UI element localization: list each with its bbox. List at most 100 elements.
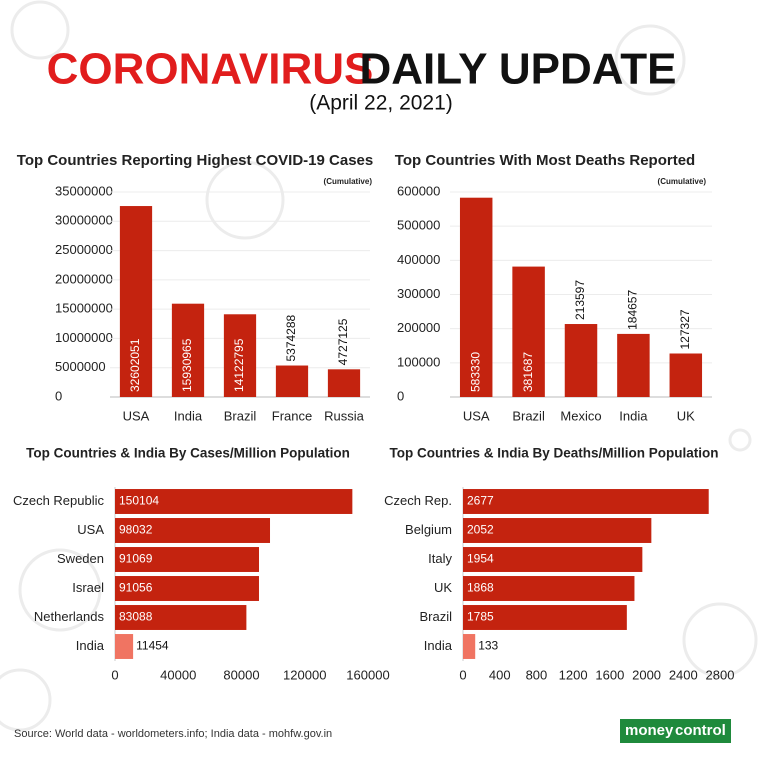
y-tick-label: 25000000: [55, 242, 113, 257]
y-tick-label: Sweden: [57, 551, 104, 566]
y-tick-label: 5000000: [55, 359, 106, 374]
value-label: 133: [478, 639, 498, 653]
bar: [459, 197, 493, 397]
value-label: 15930965: [180, 338, 194, 392]
x-tick-label: France: [272, 408, 312, 423]
x-tick-label: 40000: [160, 667, 196, 682]
title-black: DAILY UPDATE: [359, 45, 676, 94]
bar: [463, 605, 627, 630]
x-tick-label: USA: [123, 408, 150, 423]
y-tick-label: 30000000: [55, 213, 113, 228]
date: (April 22, 2021): [309, 92, 453, 115]
x-tick-label: UK: [677, 408, 695, 423]
bar: [669, 353, 703, 397]
bar: [617, 333, 650, 397]
x-tick-label: India: [619, 408, 648, 423]
value-label: 83088: [119, 610, 153, 624]
chart-title: Top Countries Reporting Highest COVID-19…: [17, 152, 373, 169]
value-label: 1785: [467, 610, 494, 624]
bar: [463, 634, 476, 659]
y-tick-label: Italy: [428, 551, 452, 566]
logo-control: control: [675, 722, 726, 739]
value-label: 91056: [119, 581, 153, 595]
y-tick-label: Czech Republic: [13, 493, 105, 508]
x-tick-label: 0: [111, 667, 118, 682]
x-tick-label: 160000: [346, 667, 389, 682]
value-label: 150104: [119, 494, 159, 508]
bar: [115, 518, 271, 543]
y-tick-label: 35000000: [55, 183, 113, 198]
chart-title: Top Countries & India By Deaths/Million …: [389, 446, 718, 461]
y-tick-label: Czech Rep.: [384, 493, 452, 508]
x-tick-label: 120000: [283, 667, 326, 682]
y-tick-label: 200000: [397, 320, 440, 335]
x-tick-label: 80000: [223, 667, 259, 682]
logo-money: money: [625, 722, 674, 739]
title-red: CORONAVIRUS: [47, 45, 374, 94]
y-tick-label: 0: [397, 388, 404, 403]
x-tick-label: 2400: [669, 667, 698, 682]
x-tick-label: 800: [526, 667, 548, 682]
value-label: 127327: [678, 309, 692, 349]
bar: [115, 547, 260, 572]
bar: [115, 605, 247, 630]
y-tick-label: India: [424, 638, 453, 653]
value-label: 5374288: [284, 314, 298, 361]
x-tick-label: 1200: [559, 667, 588, 682]
value-label: 14122795: [232, 338, 246, 392]
y-tick-label: USA: [77, 522, 104, 537]
y-tick-label: 300000: [397, 286, 440, 301]
x-tick-label: 2000: [632, 667, 661, 682]
bar: [463, 547, 643, 572]
bar: [223, 314, 257, 397]
bar: [119, 206, 153, 397]
y-tick-label: 15000000: [55, 301, 113, 316]
x-tick-label: USA: [463, 408, 490, 423]
y-tick-label: 400000: [397, 252, 440, 267]
y-tick-label: UK: [434, 580, 452, 595]
y-tick-label: 100000: [397, 354, 440, 369]
value-label: 91069: [119, 552, 153, 566]
x-tick-label: 2800: [706, 667, 735, 682]
chart-title: Top Countries With Most Deaths Reported: [395, 152, 695, 169]
chart-note: (Cumulative): [658, 177, 707, 186]
y-tick-label: 20000000: [55, 271, 113, 286]
bar: [512, 266, 545, 397]
bar: [171, 303, 205, 397]
value-label: 213597: [573, 280, 587, 320]
value-label: 2052: [467, 523, 494, 537]
x-tick-label: Russia: [324, 408, 365, 423]
background-decoration: [0, 0, 758, 732]
y-tick-label: Belgium: [405, 522, 452, 537]
y-tick-label: Israel: [72, 580, 104, 595]
y-tick-label: Brazil: [419, 609, 452, 624]
value-label: 1954: [467, 552, 494, 566]
value-label: 11454: [136, 639, 169, 653]
value-label: 2677: [467, 494, 494, 508]
x-tick-label: 1600: [595, 667, 624, 682]
bar: [327, 369, 361, 397]
bar: [115, 634, 134, 659]
bar: [115, 489, 353, 514]
x-tick-label: 0: [459, 667, 466, 682]
source: Source: World data - worldometers.info; …: [14, 728, 332, 740]
y-tick-label: 0: [55, 388, 62, 403]
x-tick-label: 400: [489, 667, 511, 682]
y-tick-label: 10000000: [55, 330, 113, 345]
y-tick-label: India: [76, 638, 105, 653]
x-tick-label: Mexico: [560, 408, 601, 423]
bar: [275, 365, 309, 397]
y-tick-label: 500000: [397, 218, 440, 233]
value-label: 98032: [119, 523, 153, 537]
logo-box: [620, 719, 731, 743]
x-tick-label: Brazil: [512, 408, 545, 423]
value-label: 583330: [468, 352, 482, 392]
value-label: 1868: [467, 581, 494, 595]
bar: [115, 576, 259, 601]
value-label: 4727125: [336, 318, 350, 365]
bar: [463, 518, 652, 543]
value-label: 32602051: [128, 338, 142, 392]
bar: [463, 576, 635, 601]
chart-title: Top Countries & India By Cases/Million P…: [26, 446, 350, 461]
